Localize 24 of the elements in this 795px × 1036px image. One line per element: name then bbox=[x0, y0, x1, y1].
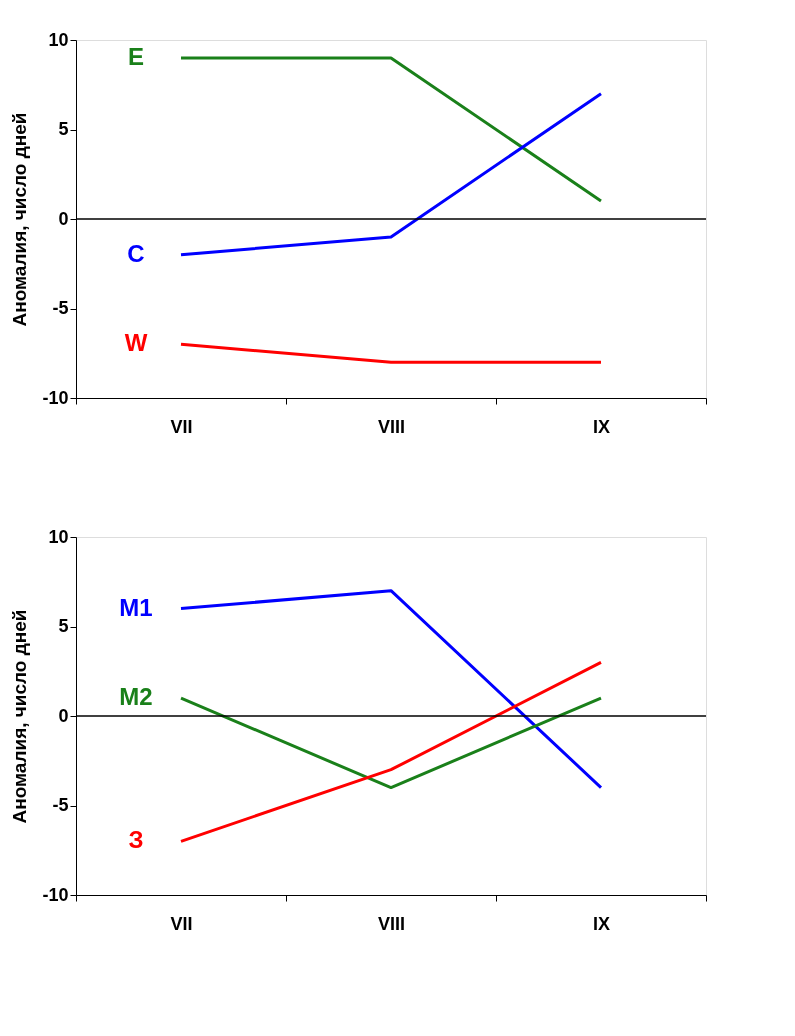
x-tick-label: VII bbox=[170, 913, 193, 934]
series-label: C bbox=[127, 239, 145, 267]
series-label: M2 bbox=[119, 683, 153, 711]
y-tick-label: 10 bbox=[48, 29, 69, 50]
y-tick-label: -10 bbox=[42, 387, 69, 408]
y-tick-label: 5 bbox=[58, 616, 69, 636]
x-tick-label: VII bbox=[170, 416, 193, 437]
y-tick-label: 0 bbox=[58, 705, 69, 726]
series-label: M1 bbox=[119, 593, 153, 621]
y-tick-label: -10 bbox=[42, 884, 69, 905]
y-tick-label: -5 bbox=[52, 795, 69, 815]
series-label: E bbox=[127, 42, 145, 70]
series-label: З bbox=[128, 826, 144, 854]
series-label: W bbox=[124, 329, 148, 357]
y-tick-label: 0 bbox=[58, 208, 69, 229]
x-tick-label: IX bbox=[592, 913, 611, 934]
y-tick-label: -5 bbox=[52, 298, 69, 318]
y-tick-label: 10 bbox=[48, 526, 69, 547]
x-tick-label: VIII bbox=[377, 416, 406, 437]
x-tick-label: VIII bbox=[377, 913, 406, 934]
y-tick-label: 5 bbox=[58, 119, 69, 139]
y-axis-title: Аномалия, число дней bbox=[9, 112, 31, 327]
y-axis-title: Аномалия, число дней bbox=[9, 609, 31, 824]
x-tick-label: IX bbox=[592, 416, 611, 437]
